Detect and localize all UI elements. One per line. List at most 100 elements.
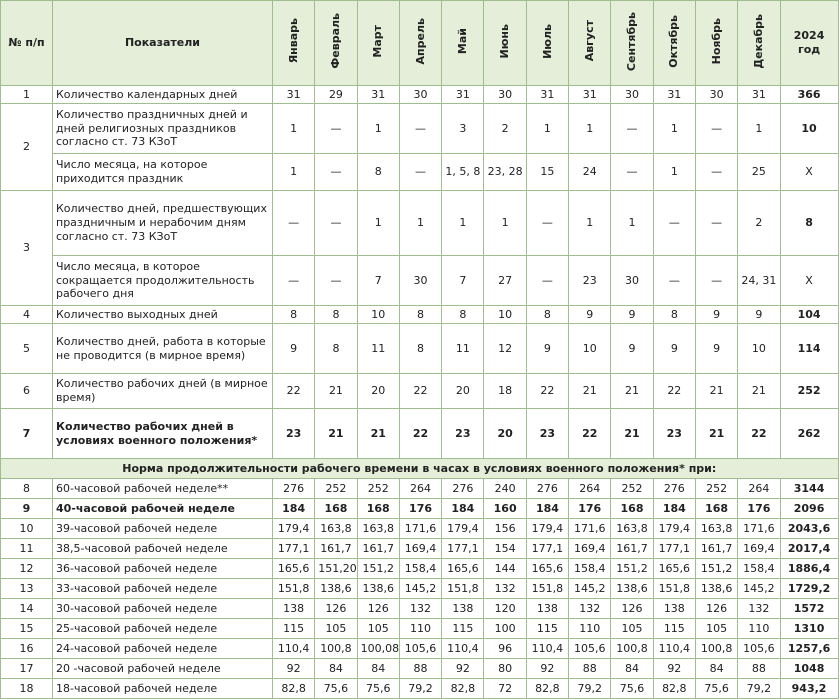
table-row: 9 40-часовой рабочей неделе 184 168 168 176 18… <box>0 498 839 519</box>
cell-value: — <box>271 190 316 256</box>
cell-value: 75,6 <box>610 678 654 699</box>
cell-value: 1 <box>737 103 781 154</box>
cell-value: 31 <box>568 85 612 104</box>
cell-value: 23 <box>441 408 485 459</box>
row-total: 8 <box>779 190 839 256</box>
cell-value: 8 <box>441 305 485 324</box>
table-row: 17 20 -часовой рабочей неделе 92 84 84 88 92 80… <box>0 658 839 679</box>
cell-value: 1 <box>568 190 612 256</box>
cell-value: 18 <box>483 373 527 409</box>
cell-value: 163,8 <box>694 518 739 539</box>
cell-value: 154 <box>483 538 527 559</box>
cell-value: 177,1 <box>525 538 570 559</box>
cell-value: 8 <box>356 153 400 191</box>
cell-value: 92 <box>441 658 485 679</box>
month-name: Ноябрь <box>709 17 723 65</box>
cell-value: 8 <box>398 305 443 324</box>
cell-value: 276 <box>441 478 485 499</box>
row-label: Число месяца, в которое сокращается прод… <box>52 255 273 306</box>
cell-value: 165,6 <box>271 558 316 579</box>
month-name: Апрель <box>413 17 427 65</box>
month-name: Февраль <box>329 13 343 69</box>
month-name: Июнь <box>498 23 512 59</box>
cell-value: 110 <box>398 618 443 639</box>
cell-value: 163,8 <box>610 518 654 539</box>
cell-value: 11 <box>441 323 485 374</box>
cell-value: 21 <box>356 408 400 459</box>
cell-value: 169,4 <box>398 538 443 559</box>
cell-value: 264 <box>398 478 443 499</box>
cell-value: 21 <box>694 373 739 409</box>
cell-value: 75,6 <box>314 678 358 699</box>
row-number: 17 <box>0 658 53 679</box>
cell-value: 31 <box>271 85 316 104</box>
cell-value: 23, 28 <box>483 153 527 191</box>
cell-value: 9 <box>610 323 654 374</box>
cell-value: 30 <box>610 255 654 306</box>
cell-value: 79,2 <box>737 678 781 699</box>
cell-value: 21 <box>610 408 654 459</box>
cell-value: 145,2 <box>568 578 612 599</box>
cell-value: — <box>652 255 696 306</box>
table-row: 1 Количество календарных дней 31 29 31 30 31 30… <box>0 85 839 104</box>
month-name: Март <box>371 24 385 58</box>
cell-value: 92 <box>525 658 570 679</box>
cell-value: 100,08 <box>356 638 400 659</box>
cell-value: 126 <box>694 598 739 619</box>
month-header: Октябрь <box>652 0 696 86</box>
row-total: 943,2 <box>779 678 839 699</box>
cell-value: 179,4 <box>652 518 696 539</box>
table-row: 12 36-часовой рабочей неделе 165,6 151,20 15… <box>0 558 839 579</box>
cell-value: 184 <box>271 498 316 519</box>
cell-value: 22 <box>737 408 781 459</box>
cell-value: 8 <box>314 323 358 374</box>
cell-value: 1 <box>652 103 696 154</box>
cell-value: 20 <box>483 408 527 459</box>
cell-value: 100,8 <box>314 638 358 659</box>
month-header: Май <box>441 0 485 86</box>
cell-value: 132 <box>483 578 527 599</box>
table-row: 6 Количество рабочих дней (в мирное время… <box>0 373 839 409</box>
cell-value: 27 <box>483 255 527 306</box>
cell-value: 7 <box>356 255 400 306</box>
cell-value: 165,6 <box>441 558 485 579</box>
row-label: Количество выходных дней <box>52 305 273 324</box>
cell-value: 31 <box>441 85 485 104</box>
cell-value: 30 <box>398 85 443 104</box>
cell-value: 252 <box>314 478 358 499</box>
cell-value: 9 <box>525 323 570 374</box>
cell-value: 30 <box>483 85 527 104</box>
month-header: Сентябрь <box>610 0 654 86</box>
cell-value: 29 <box>314 85 358 104</box>
row-total: 2043,6 <box>779 518 839 539</box>
cell-value: 20 <box>356 373 400 409</box>
cell-value: 1 <box>271 103 316 154</box>
cell-value: 21 <box>737 373 781 409</box>
cell-value: 264 <box>737 478 781 499</box>
cell-value: 1 <box>356 190 400 256</box>
cell-value: 179,4 <box>441 518 485 539</box>
cell-value: 138 <box>525 598 570 619</box>
table-row: 16 24-часовой рабочей неделе 110,4 100,8 100… <box>0 638 839 659</box>
month-header: Март <box>356 0 400 86</box>
cell-value: 151,20 <box>314 558 358 579</box>
header-row: № п/п Показатели Январь Февраль Март Апрель… <box>0 0 839 86</box>
cell-value: 145,2 <box>398 578 443 599</box>
cell-value: 88 <box>398 658 443 679</box>
row-label: Количество дней, работа в которые не про… <box>52 323 273 374</box>
cell-value: 138,6 <box>356 578 400 599</box>
table-row: 13 33-часовой рабочей неделе 151,8 138,6 138… <box>0 578 839 599</box>
num-header: № п/п <box>0 0 53 86</box>
cell-value: 21 <box>694 408 739 459</box>
cell-value: 10 <box>568 323 612 374</box>
month-header: Январь <box>271 0 316 86</box>
cell-value: 92 <box>652 658 696 679</box>
cell-value: 79,2 <box>398 678 443 699</box>
month-header: Август <box>568 0 612 86</box>
cell-value: 105 <box>610 618 654 639</box>
cell-value: 1 <box>568 103 612 154</box>
cell-value: 20 <box>441 373 485 409</box>
table-row: 3 Количество дней, предшествующих праздни… <box>0 190 839 306</box>
cell-value: 31 <box>652 85 696 104</box>
